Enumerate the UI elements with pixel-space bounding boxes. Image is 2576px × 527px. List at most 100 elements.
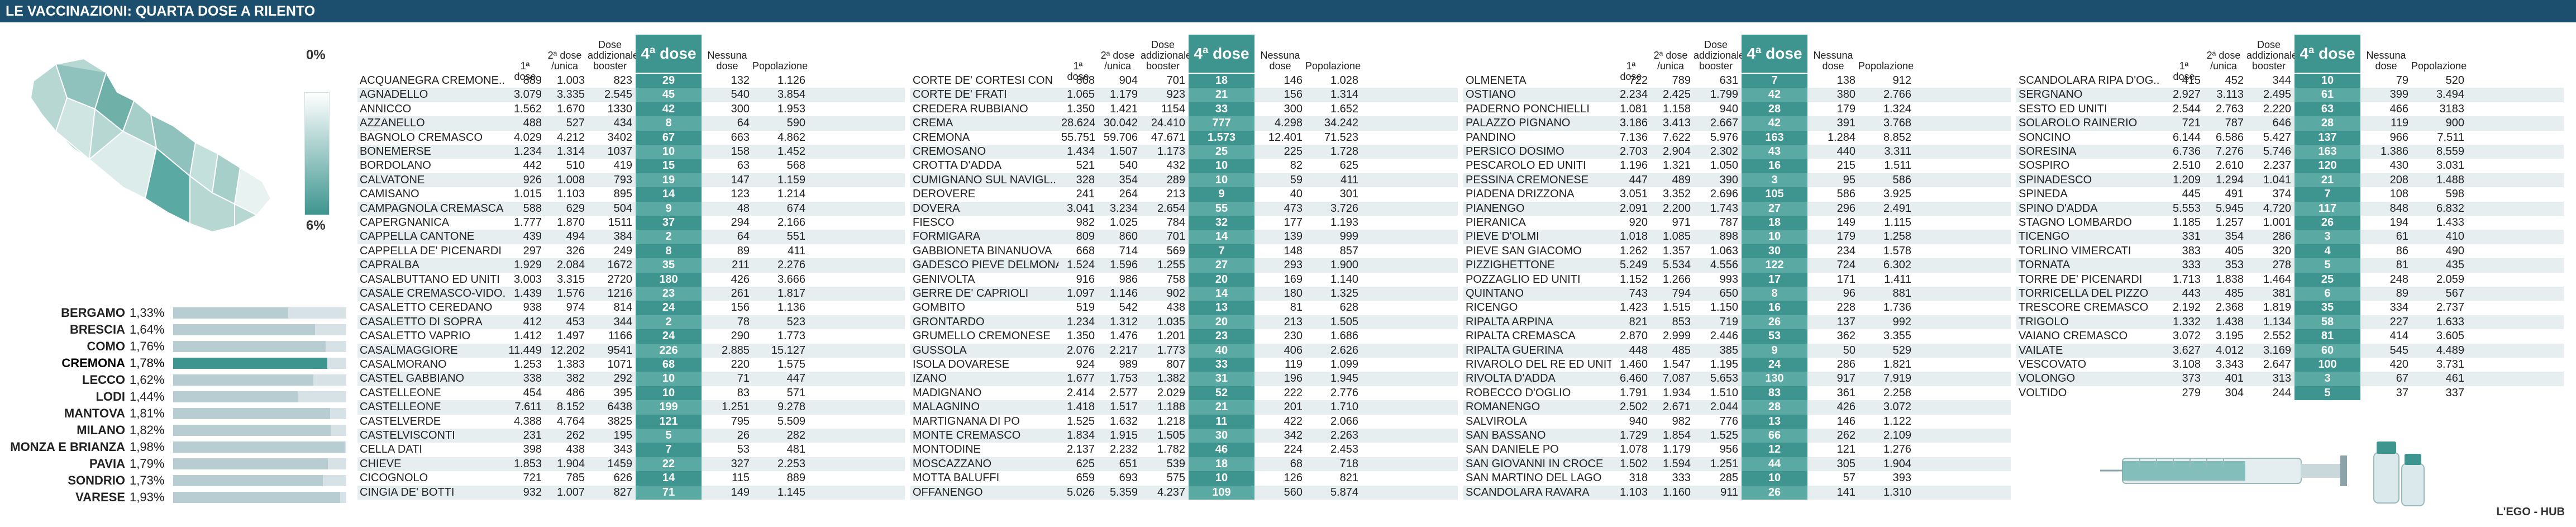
fourth-dose-value: 21: [1189, 88, 1254, 102]
first-dose-value: 1.853: [513, 457, 542, 470]
second-dose-value: 527: [566, 117, 585, 130]
municipality-name: Gombito: [913, 301, 966, 314]
population-value: 5.874: [1330, 486, 1358, 498]
fourth-dose-value: 31: [1189, 372, 1254, 386]
population-value: 520: [2445, 74, 2464, 87]
no-dose-value: 57: [1843, 472, 1855, 485]
table-row: Vescovato 3.108 3.343 2.647 100 420 3.731: [2016, 358, 2564, 372]
population-value: 1.575: [777, 358, 805, 371]
first-dose-value: 7.136: [1619, 131, 1648, 144]
municipality-name: Cremosano: [913, 145, 986, 158]
no-dose-value: 108: [2389, 188, 2408, 201]
population-value: 1.821: [1883, 358, 1911, 371]
table-row: Malagnino 1.418 1.517 1.188 21 201 1.710: [910, 400, 1458, 415]
table-row: Pizzighettone 5.249 5.534 4.556 122 724 6.302: [1463, 258, 2011, 273]
table-row: Martignana di Po 1.525 1.632 1.218 11 422 2.06…: [910, 414, 1458, 429]
second-dose-value: 1.294: [2215, 173, 2244, 186]
fourth-dose-value: 21: [1189, 400, 1254, 415]
fourth-dose-value: 10: [1189, 159, 1254, 173]
fourth-dose-value: 10: [1189, 173, 1254, 188]
municipality-name: Casaletto Vaprio: [360, 330, 471, 343]
second-dose-value: 2.577: [1109, 386, 1138, 399]
population-value: 490: [2445, 244, 2464, 257]
second-dose-value: 1.476: [1109, 330, 1138, 343]
table-row: Voltido 279 304 244 5 37 337: [2016, 386, 2564, 401]
municipality-name: Pieve d'Olmi: [1466, 230, 1539, 243]
second-dose-value: 30.042: [1103, 117, 1138, 130]
fourth-dose-value: 68: [636, 358, 702, 372]
second-dose-value: 1.438: [2215, 315, 2244, 328]
booster-value: 2.302: [1710, 145, 1738, 158]
fourth-dose-value: 199: [636, 400, 702, 415]
booster-value: 2.654: [1157, 202, 1185, 215]
first-dose-value: 1.777: [513, 216, 542, 229]
booster-value: 701: [1166, 74, 1185, 87]
first-dose-value: 1.791: [1619, 386, 1648, 399]
province-name: COMO: [87, 339, 125, 353]
population-value: 1.773: [777, 330, 805, 343]
fourth-dose-value: 26: [1742, 315, 1807, 330]
fourth-dose-value: 9: [1189, 187, 1254, 202]
booster-value: 1.255: [1157, 259, 1185, 272]
first-dose-value: 2.137: [1066, 443, 1095, 456]
legend-max-label: 6%: [306, 218, 326, 233]
fourth-dose-value: 6: [2294, 287, 2360, 301]
province-bar: [173, 441, 345, 453]
second-dose-value: 1.753: [1109, 372, 1138, 385]
population-value: 551: [786, 230, 805, 243]
municipality-name: Martignana di Po: [913, 415, 1020, 428]
table-row: Castelleone 454 486 395 10 83 571: [357, 386, 905, 401]
second-dose-value: 1.357: [1662, 244, 1691, 257]
province-row: COMO 1,76%: [0, 338, 355, 355]
second-dose-value: 7.087: [1662, 372, 1691, 385]
municipality-name: Castel Gabbiano: [360, 372, 465, 385]
no-dose-value: 89: [2396, 287, 2408, 300]
booster-value: 47.671: [1151, 131, 1185, 144]
municipality-name: Castelleone: [360, 401, 441, 414]
population-value: 3.355: [1883, 330, 1911, 343]
booster-value: 1.505: [1157, 429, 1185, 441]
table-row: Agnadello 3.079 3.335 2.545 45 540 3.854: [357, 88, 905, 102]
no-dose-value: 179: [1836, 230, 1855, 243]
fourth-dose-value: 28: [1742, 400, 1807, 415]
no-dose-value: 473: [1284, 202, 1303, 215]
province-bar: [173, 475, 323, 486]
second-dose-value: 1.904: [556, 457, 585, 470]
first-dose-value: 5.026: [1066, 486, 1095, 498]
population-value: 1.126: [777, 74, 805, 87]
first-dose-value: 383: [2182, 244, 2201, 257]
municipality-name: Castelverde: [360, 415, 441, 428]
table-row: Pieranica 920 971 787 18 149 1.115: [1463, 216, 2011, 230]
header-no-dose: Nessuna dose: [1260, 50, 1300, 72]
booster-value: 419: [613, 159, 632, 172]
first-dose-value: 448: [1629, 344, 1648, 357]
table-row: Credera Rubbiano 1.350 1.421 1154 33 300 1.652: [910, 102, 1458, 117]
table-row: Romanengo 2.502 2.671 2.044 28 426 3.072: [1463, 400, 2011, 415]
left-panel: 0% 6% BERGAMO 1,33% BRESCIA 1,64% COMO 1,76% C…: [0, 25, 355, 527]
no-dose-value: 53: [737, 443, 750, 456]
first-dose-value: 1.185: [2172, 216, 2201, 229]
first-dose-value: 2.076: [1066, 344, 1095, 357]
population-value: 410: [2445, 230, 2464, 243]
municipality-name: Torre de' Picenardi: [2019, 273, 2143, 286]
no-dose-value: 305: [1836, 457, 1855, 470]
population-value: 2.066: [1330, 415, 1358, 428]
table-block: 1ª dose 2ª dose /unica Dose addizionale/ b…: [1463, 35, 2011, 526]
municipality-name: Corte de' Frati: [913, 88, 1007, 101]
province-bar-track: [173, 324, 346, 335]
no-dose-value: 228: [1836, 301, 1855, 314]
table-row: Calvatone 926 1.008 793 19 147 1.159: [357, 173, 905, 188]
population-value: 337: [2445, 386, 2464, 399]
header-fourth-dose: 4ª dose: [2294, 35, 2360, 73]
first-dose-value: 443: [2182, 287, 2201, 300]
province-row: PAVIA 1,79%: [0, 455, 355, 472]
province-bar-list: BERGAMO 1,33% BRESCIA 1,64% COMO 1,76% CREMONA…: [0, 305, 355, 506]
fourth-dose-value: 55: [1189, 201, 1254, 216]
booster-value: 385: [1719, 344, 1738, 357]
first-dose-value: 6.736: [2172, 145, 2201, 158]
table-header: 1ª dose 2ª dose /unica Dose addizionale/ b…: [2016, 35, 2564, 82]
municipality-name: Pandino: [1466, 131, 1516, 144]
no-dose-value: 59: [1290, 173, 1303, 186]
fourth-dose-value: 137: [2294, 130, 2360, 145]
population-value: 1.145: [777, 486, 805, 498]
